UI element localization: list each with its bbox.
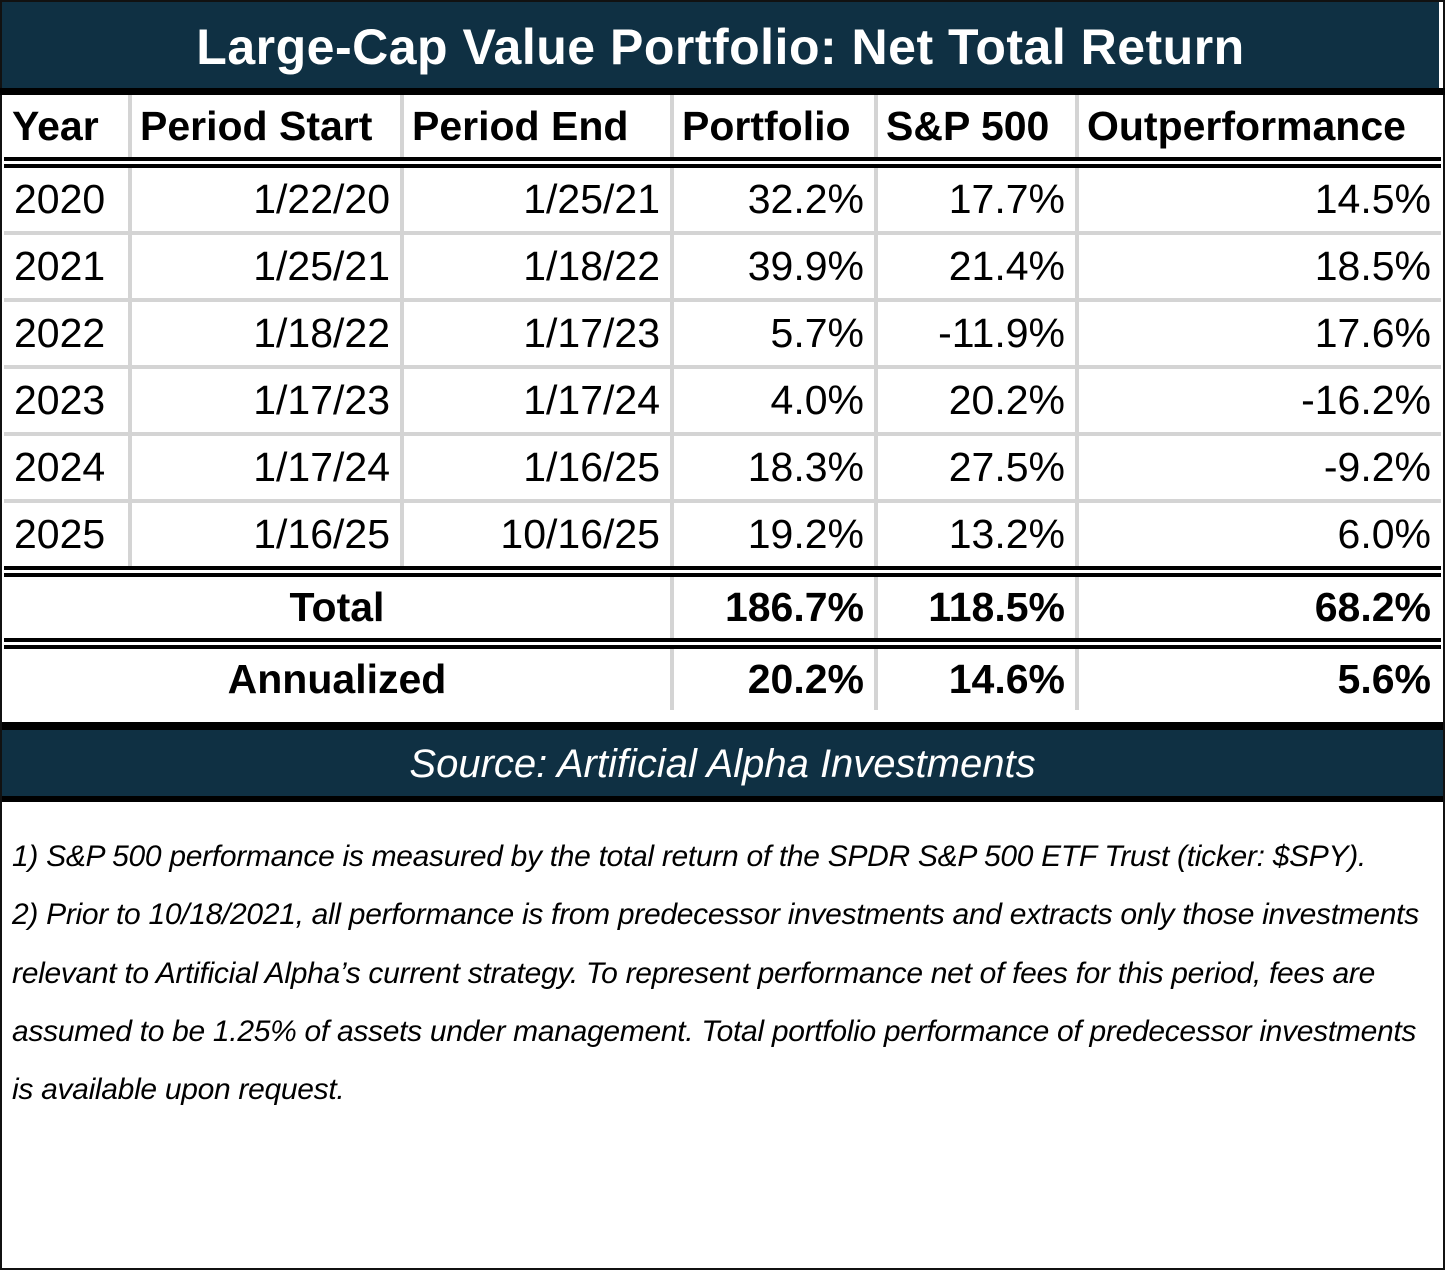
table-cell: 1/17/24 bbox=[128, 434, 402, 503]
table-row: 2025 1/16/25 10/16/25 19.2% 13.2% 6.0% bbox=[4, 501, 1441, 577]
table-cell: 1/16/25 bbox=[128, 501, 402, 577]
table-cell: 13.2% bbox=[874, 501, 1077, 577]
table-cell: 27.5% bbox=[874, 434, 1077, 503]
table-cell: 19.2% bbox=[670, 501, 876, 577]
column-header: S&P 500 bbox=[874, 95, 1077, 168]
footnotes: 1) S&P 500 performance is measured by th… bbox=[12, 828, 1432, 1119]
summary-sp500: 14.6% bbox=[874, 643, 1077, 710]
table-cell: 18.5% bbox=[1075, 233, 1441, 302]
column-header: Period End bbox=[400, 95, 672, 168]
summary-portfolio: 186.7% bbox=[670, 571, 876, 649]
table-cell: 6.0% bbox=[1075, 501, 1441, 577]
table-cell: 2021 bbox=[4, 233, 130, 302]
summary-outperformance: 68.2% bbox=[1075, 571, 1441, 649]
table-cell: 1/25/21 bbox=[400, 162, 672, 235]
table-cell: 1/17/24 bbox=[400, 367, 672, 436]
table-cell: 1/17/23 bbox=[400, 300, 672, 369]
footnote-2: 2) Prior to 10/18/2021, all performance … bbox=[12, 898, 1419, 1107]
table-title: Large-Cap Value Portfolio: Net Total Ret… bbox=[2, 2, 1439, 88]
returns-table: Year Period Start Period End Portfolio S&P 5… bbox=[4, 95, 1441, 710]
table-cell: 21.4% bbox=[874, 233, 1077, 302]
table-cell: 1/22/20 bbox=[128, 162, 402, 235]
column-header: Portfolio bbox=[670, 95, 876, 168]
summary-portfolio: 20.2% bbox=[670, 643, 876, 710]
source-banner: Source: Artificial Alpha Investments bbox=[2, 722, 1443, 802]
summary-outperformance: 5.6% bbox=[1075, 643, 1441, 710]
table-cell: 18.3% bbox=[670, 434, 876, 503]
table-cell: 17.6% bbox=[1075, 300, 1441, 369]
table-cell: 1/16/25 bbox=[400, 434, 672, 503]
table-row: 2023 1/17/23 1/17/24 4.0% 20.2% -16.2% bbox=[4, 367, 1441, 436]
summary-sp500: 118.5% bbox=[874, 571, 1077, 649]
table-cell: 1/25/21 bbox=[128, 233, 402, 302]
summary-label: Total bbox=[4, 571, 672, 649]
header-row: Year Period Start Period End Portfolio S&P 5… bbox=[4, 95, 1441, 168]
table-cell: 1/17/23 bbox=[128, 367, 402, 436]
table-cell: -9.2% bbox=[1075, 434, 1441, 503]
table-cell: 2022 bbox=[4, 300, 130, 369]
table-cell: -11.9% bbox=[874, 300, 1077, 369]
footnote-1: 1) S&P 500 performance is measured by th… bbox=[12, 840, 1366, 873]
table-cell: 4.0% bbox=[670, 367, 876, 436]
table-cell: -16.2% bbox=[1075, 367, 1441, 436]
table-row: 2020 1/22/20 1/25/21 32.2% 17.7% 14.5% bbox=[4, 162, 1441, 235]
table-row: 2022 1/18/22 1/17/23 5.7% -11.9% 17.6% bbox=[4, 300, 1441, 369]
table-cell: 5.7% bbox=[670, 300, 876, 369]
table-cell: 2020 bbox=[4, 162, 130, 235]
table-row: 2024 1/17/24 1/16/25 18.3% 27.5% -9.2% bbox=[4, 434, 1441, 503]
table-cell: 17.7% bbox=[874, 162, 1077, 235]
total-row: Total 186.7% 118.5% 68.2% bbox=[4, 571, 1441, 649]
divider bbox=[0, 88, 1445, 95]
table-cell: 32.2% bbox=[670, 162, 876, 235]
table-cell: 2023 bbox=[4, 367, 130, 436]
table-row: 2021 1/25/21 1/18/22 39.9% 21.4% 18.5% bbox=[4, 233, 1441, 302]
column-header: Year bbox=[4, 95, 130, 168]
table-cell: 10/16/25 bbox=[400, 501, 672, 577]
summary-label: Annualized bbox=[227, 656, 447, 702]
table-cell: 20.2% bbox=[874, 367, 1077, 436]
column-header: Outperformance bbox=[1075, 95, 1441, 168]
table-cell: 2025 bbox=[4, 501, 130, 577]
table-cell: 14.5% bbox=[1075, 162, 1441, 235]
column-header: Period Start bbox=[128, 95, 402, 168]
table-cell: 1/18/22 bbox=[128, 300, 402, 369]
table-cell: 39.9% bbox=[670, 233, 876, 302]
table-cell: 1/18/22 bbox=[400, 233, 672, 302]
annualized-row: Annualized 20.2% 14.6% 5.6% bbox=[4, 643, 1441, 710]
table-cell: 2024 bbox=[4, 434, 130, 503]
